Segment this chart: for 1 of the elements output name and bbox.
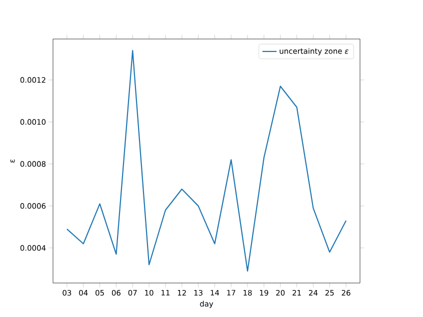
line-series: [66, 50, 347, 272]
